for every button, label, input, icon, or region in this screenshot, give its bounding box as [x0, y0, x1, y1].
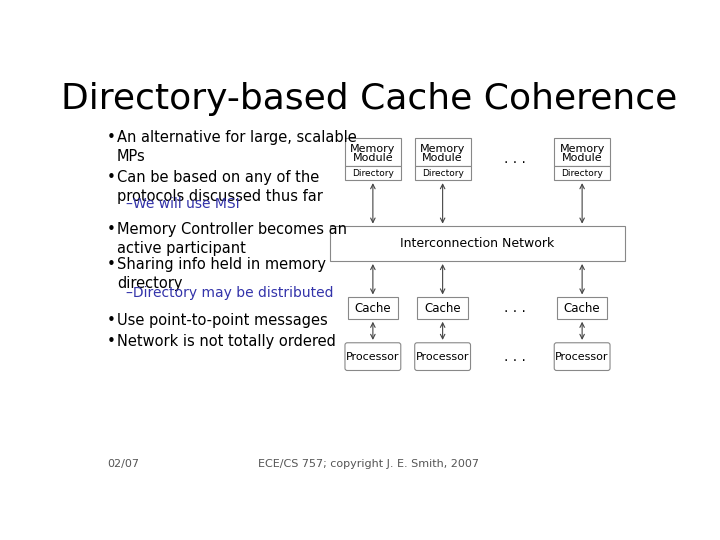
Text: Directory: Directory: [422, 169, 464, 178]
Text: Directory-based Cache Coherence: Directory-based Cache Coherence: [61, 82, 677, 116]
FancyBboxPatch shape: [415, 343, 471, 370]
Text: Module: Module: [562, 153, 603, 163]
Bar: [554, 166, 610, 180]
Text: •: •: [107, 313, 116, 328]
Text: •: •: [107, 334, 116, 349]
Bar: [554, 138, 610, 166]
Bar: [348, 298, 398, 319]
Text: ECE/CS 757; copyright J. E. Smith, 2007: ECE/CS 757; copyright J. E. Smith, 2007: [258, 459, 480, 469]
Text: Memory Controller becomes an
active participant: Memory Controller becomes an active part…: [117, 222, 347, 256]
Text: •: •: [107, 170, 116, 185]
Text: Module: Module: [353, 153, 393, 163]
Text: . . .: . . .: [504, 349, 526, 363]
Text: Interconnection Network: Interconnection Network: [400, 237, 554, 251]
Text: Processor: Processor: [555, 352, 609, 362]
FancyBboxPatch shape: [554, 343, 610, 370]
Text: . . .: . . .: [504, 301, 526, 315]
Text: Use point-to-point messages: Use point-to-point messages: [117, 313, 328, 328]
Text: Sharing info held in memory
directory: Sharing info held in memory directory: [117, 256, 326, 291]
Bar: [330, 226, 625, 261]
Text: Cache: Cache: [424, 302, 461, 315]
Text: Directory: Directory: [561, 169, 603, 178]
Text: Processor: Processor: [416, 352, 469, 362]
Text: –Directory may be distributed: –Directory may be distributed: [127, 286, 334, 300]
Text: •: •: [107, 256, 116, 272]
Text: Processor: Processor: [346, 352, 400, 362]
Text: •: •: [107, 222, 116, 237]
Bar: [415, 166, 471, 180]
Bar: [418, 298, 468, 319]
Text: –We will use MSI: –We will use MSI: [127, 197, 240, 211]
Bar: [557, 298, 607, 319]
Text: . . .: . . .: [504, 152, 526, 166]
Text: Directory: Directory: [352, 169, 394, 178]
Text: Cache: Cache: [564, 302, 600, 315]
Text: •: •: [107, 130, 116, 145]
Text: Can be based on any of the
protocols discussed thus far: Can be based on any of the protocols dis…: [117, 170, 323, 205]
Text: 02/07: 02/07: [107, 459, 139, 469]
Text: Cache: Cache: [354, 302, 391, 315]
FancyBboxPatch shape: [345, 343, 401, 370]
Bar: [345, 138, 401, 166]
Text: An alternative for large, scalable
MPs: An alternative for large, scalable MPs: [117, 130, 357, 165]
Text: Network is not totally ordered: Network is not totally ordered: [117, 334, 336, 349]
Bar: [345, 166, 401, 180]
Text: Memory: Memory: [350, 144, 395, 154]
Text: Memory: Memory: [420, 144, 465, 154]
Text: Module: Module: [423, 153, 463, 163]
Bar: [415, 138, 471, 166]
Text: Memory: Memory: [559, 144, 605, 154]
